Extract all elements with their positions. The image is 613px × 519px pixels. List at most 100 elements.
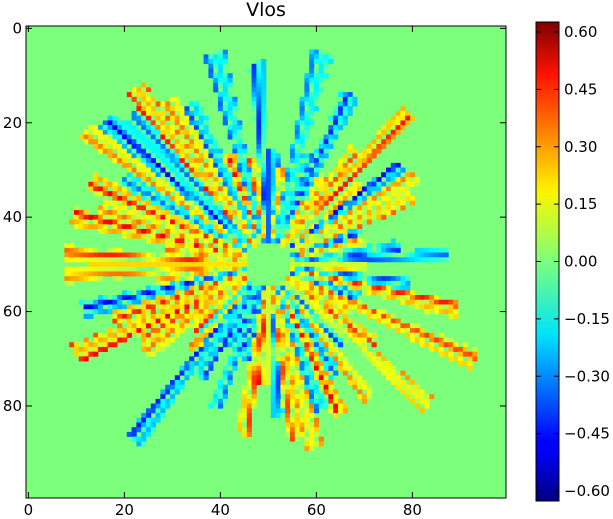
- heatmap-cell: [141, 148, 147, 154]
- heatmap-cell: [419, 304, 425, 310]
- heatmap-cell: [347, 309, 353, 315]
- heatmap-cell: [299, 304, 305, 310]
- heatmap-cell: [395, 247, 401, 253]
- heatmap-cell: [275, 158, 281, 164]
- heatmap-cell: [338, 210, 344, 216]
- heatmap-cell: [280, 238, 286, 244]
- heatmap-cell: [246, 370, 252, 376]
- heatmap-cell: [424, 295, 430, 301]
- heatmap-cell: [294, 134, 300, 140]
- heatmap-cell: [352, 247, 358, 253]
- heatmap-cell: [294, 243, 300, 249]
- heatmap-cell: [198, 158, 204, 164]
- heatmap-cell: [112, 313, 118, 319]
- heatmap-cell: [458, 356, 464, 362]
- heatmap-cell: [299, 370, 305, 376]
- heatmap-cell: [150, 252, 156, 258]
- heatmap-cell: [328, 219, 334, 225]
- heatmap-cell: [155, 313, 161, 319]
- heatmap-cell: [246, 228, 252, 234]
- heatmap-cell: [155, 262, 161, 268]
- heatmap-cell: [366, 205, 372, 211]
- heatmap-cell: [386, 125, 392, 131]
- heatmap-cell: [218, 162, 224, 168]
- heatmap-cell: [251, 101, 257, 107]
- heatmap-cell: [318, 205, 324, 211]
- heatmap-cell: [170, 243, 176, 249]
- heatmap-cell: [213, 313, 219, 319]
- heatmap-cell: [419, 299, 425, 305]
- heatmap-cell: [285, 398, 291, 404]
- heatmap-cell: [170, 120, 176, 126]
- heatmap-cell: [102, 134, 108, 140]
- heatmap-cell: [314, 427, 320, 433]
- heatmap-cell: [78, 210, 84, 216]
- heatmap-cell: [170, 125, 176, 131]
- heatmap-cell: [203, 346, 209, 352]
- heatmap-cell: [208, 290, 214, 296]
- heatmap-cell: [117, 337, 123, 343]
- heatmap-cell: [323, 380, 329, 386]
- heatmap-cell: [242, 413, 248, 419]
- heatmap-cell: [357, 224, 363, 230]
- heatmap-cell: [304, 129, 310, 135]
- heatmap-cell: [314, 200, 320, 206]
- heatmap-cell: [222, 280, 228, 286]
- heatmap-cell: [314, 158, 320, 164]
- heatmap-cell: [304, 299, 310, 305]
- heatmap-cell: [155, 328, 161, 334]
- heatmap-cell: [165, 125, 171, 131]
- heatmap-cell: [390, 257, 396, 263]
- heatmap-cell: [333, 356, 339, 362]
- heatmap-cell: [429, 346, 435, 352]
- heatmap-cell: [93, 139, 99, 145]
- heatmap-cell: [150, 304, 156, 310]
- heatmap-cell: [342, 101, 348, 107]
- heatmap-cell: [290, 313, 296, 319]
- heatmap-cell: [155, 290, 161, 296]
- heatmap-cell: [227, 162, 233, 168]
- heatmap-cell: [136, 172, 142, 178]
- heatmap-cell: [256, 82, 262, 88]
- heatmap-cell: [237, 276, 243, 282]
- heatmap-cell: [174, 323, 180, 329]
- heatmap-cell: [74, 214, 80, 220]
- heatmap-cell: [150, 200, 156, 206]
- heatmap-cell: [333, 304, 339, 310]
- heatmap-cell: [246, 422, 252, 428]
- heatmap-cell: [304, 318, 310, 324]
- heatmap-cell: [165, 172, 171, 178]
- heatmap-cell: [256, 351, 262, 357]
- heatmap-cell: [390, 252, 396, 258]
- heatmap-cell: [395, 167, 401, 173]
- heatmap-cell: [280, 290, 286, 296]
- heatmap-cell: [376, 205, 382, 211]
- heatmap-cell: [323, 375, 329, 381]
- heatmap-cell: [270, 205, 276, 211]
- heatmap-cell: [237, 144, 243, 150]
- heatmap-cell: [107, 262, 113, 268]
- heatmap-cell: [309, 446, 315, 452]
- heatmap-cell: [352, 238, 358, 244]
- heatmap-cell: [160, 313, 166, 319]
- heatmap-cell: [69, 271, 75, 277]
- heatmap-cell: [280, 375, 286, 381]
- heatmap-cell: [328, 313, 334, 319]
- heatmap-cell: [218, 59, 224, 65]
- heatmap-cell: [78, 214, 84, 220]
- heatmap-cell: [352, 148, 358, 154]
- heatmap-cell: [242, 309, 248, 315]
- heatmap-cell: [275, 408, 281, 414]
- heatmap-cell: [131, 323, 137, 329]
- heatmap-cell: [218, 243, 224, 249]
- heatmap-cell: [213, 172, 219, 178]
- heatmap-cell: [357, 384, 363, 390]
- heatmap-cell: [261, 309, 267, 315]
- heatmap-cell: [112, 191, 118, 197]
- heatmap-cell: [146, 351, 152, 357]
- heatmap-cell: [203, 224, 209, 230]
- heatmap-cell: [146, 92, 152, 98]
- heatmap-cell: [179, 257, 185, 263]
- heatmap-cell: [155, 210, 161, 216]
- heatmap-cell: [266, 365, 272, 371]
